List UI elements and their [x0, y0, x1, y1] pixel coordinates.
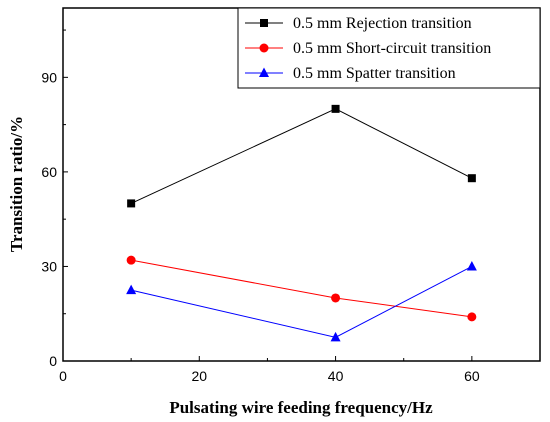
- data-point: [330, 331, 341, 342]
- data-point: [127, 199, 136, 208]
- data-point: [126, 255, 136, 265]
- y-tick-label: 30: [41, 258, 57, 274]
- y-tick-label: 0: [49, 353, 57, 369]
- x-tick-label: 60: [464, 368, 480, 384]
- x-axis-title: Pulsating wire feeding frequency/Hz: [169, 398, 433, 417]
- y-tick-label: 60: [41, 164, 57, 180]
- series-2: [126, 255, 477, 322]
- legend-label: 0.5 mm Short-circuit transition: [293, 40, 491, 57]
- legend-marker: [259, 43, 269, 53]
- y-tick-label: 90: [41, 69, 57, 85]
- x-tick-label: 20: [191, 368, 207, 384]
- data-point: [331, 104, 340, 113]
- x-tick-label: 0: [59, 368, 67, 384]
- legend-marker: [260, 19, 268, 27]
- y-axis-title: Transition ratio/%: [7, 116, 26, 252]
- data-point: [467, 312, 477, 322]
- data-point: [467, 174, 476, 183]
- series-line: [131, 259, 472, 318]
- legend-marker: [259, 67, 269, 77]
- x-tick-label: 40: [328, 368, 344, 384]
- series-line: [130, 108, 473, 204]
- series-1: [127, 104, 476, 208]
- series-3: [126, 260, 477, 342]
- data-point: [126, 284, 137, 295]
- legend: 0.5 mm Rejection transition 0.5 mm Short-…: [237, 7, 541, 89]
- legend-label: 0.5 mm Spatter transition: [293, 65, 456, 82]
- legend-label: 0.5 mm Rejection transition: [293, 15, 472, 32]
- legend-box: [237, 7, 541, 89]
- series-line: [131, 266, 473, 338]
- data-point: [331, 293, 341, 303]
- data-point: [466, 260, 477, 271]
